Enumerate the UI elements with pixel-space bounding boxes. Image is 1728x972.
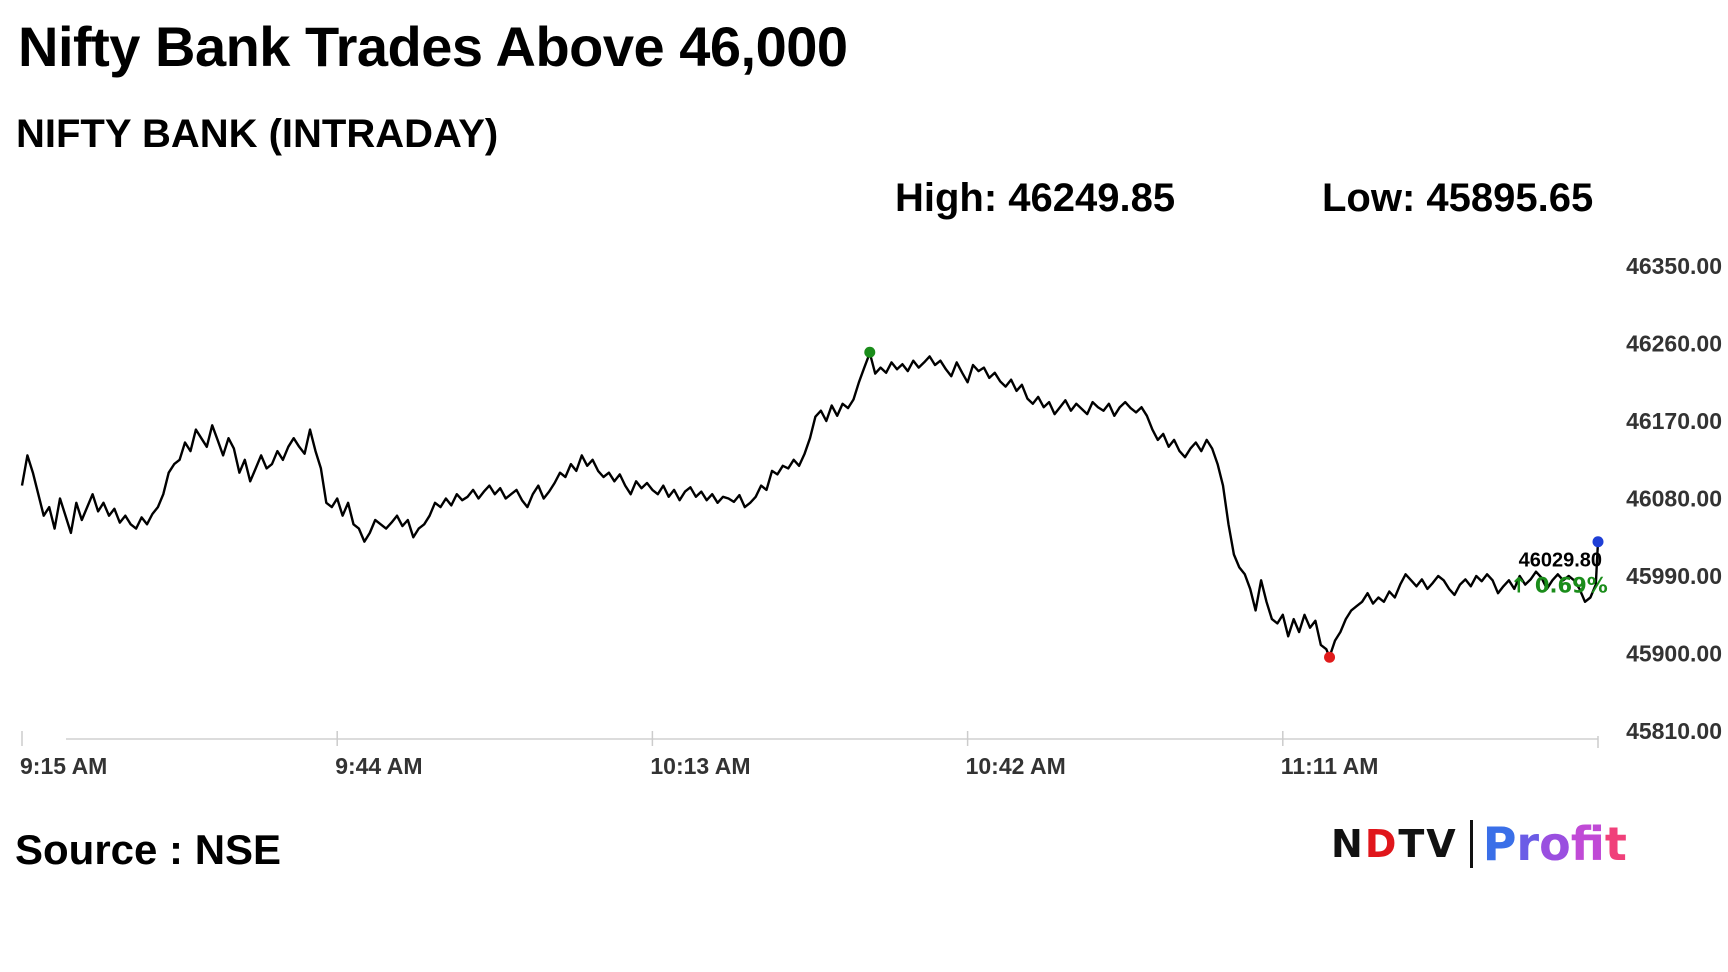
y-tick-label: 45990.00 bbox=[1626, 563, 1722, 589]
ndtv-profit-logo: NDTV Profit bbox=[1331, 817, 1627, 871]
y-axis-labels: 45810.00 45900.00 45990.00 46080.00 46170.00… bbox=[1626, 253, 1722, 744]
y-tick-label: 46260.00 bbox=[1626, 331, 1722, 357]
chart-markers: 46029.80↑ 0.69% bbox=[864, 346, 1608, 663]
profit-wordmark: Profit bbox=[1482, 817, 1627, 871]
logo-divider bbox=[1469, 820, 1473, 868]
x-axis-labels: 9:15 AM 9:44 AM 10:13 AM 10:42 AM 11:11 AM bbox=[20, 753, 1378, 779]
x-tick-label: 11:11 AM bbox=[1281, 753, 1379, 779]
change-percent-label: ↑ 0.69% bbox=[1510, 574, 1608, 598]
x-tick-label: 9:15 AM bbox=[20, 753, 107, 779]
source-note: Source : NSE bbox=[15, 826, 282, 873]
ndtv-wordmark: NDTV bbox=[1331, 822, 1458, 866]
x-tick-label: 10:13 AM bbox=[650, 753, 750, 779]
x-tick-label: 10:42 AM bbox=[966, 753, 1066, 779]
y-tick-label: 45810.00 bbox=[1626, 718, 1722, 744]
y-tick-label: 45900.00 bbox=[1626, 641, 1722, 667]
low-marker bbox=[1324, 651, 1336, 663]
y-tick-label: 46170.00 bbox=[1626, 408, 1722, 434]
price-line bbox=[20, 351, 1600, 659]
last-value-label: 46029.80 bbox=[1519, 550, 1602, 572]
headline: Nifty Bank Trades Above 46,000 bbox=[18, 15, 848, 78]
chart-axes bbox=[21, 731, 1599, 748]
day-low-label: Low: 45895.65 bbox=[1322, 176, 1594, 220]
x-tick-label: 9:44 AM bbox=[335, 753, 422, 779]
y-tick-label: 46350.00 bbox=[1626, 253, 1722, 279]
y-tick-label: 46080.00 bbox=[1626, 486, 1722, 512]
last-price-marker bbox=[1592, 536, 1604, 548]
chart-title: NIFTY BANK (INTRADAY) bbox=[16, 112, 499, 156]
high-marker bbox=[864, 346, 876, 358]
day-high-label: High: 46249.85 bbox=[895, 176, 1176, 220]
